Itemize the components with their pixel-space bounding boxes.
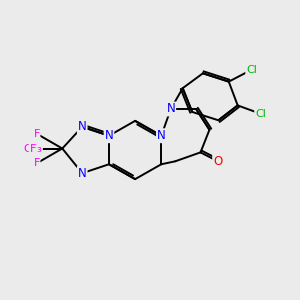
Text: CF₃: CF₃	[23, 143, 42, 154]
Text: F: F	[29, 143, 36, 154]
Text: O: O	[213, 155, 222, 168]
Text: F: F	[33, 129, 40, 139]
Text: F: F	[33, 158, 40, 168]
Text: N: N	[157, 129, 166, 142]
Text: N: N	[167, 103, 175, 116]
Text: N: N	[78, 167, 87, 180]
Text: N: N	[105, 129, 113, 142]
Text: N: N	[78, 120, 87, 133]
Text: Cl: Cl	[255, 109, 266, 119]
Text: Cl: Cl	[246, 65, 257, 75]
